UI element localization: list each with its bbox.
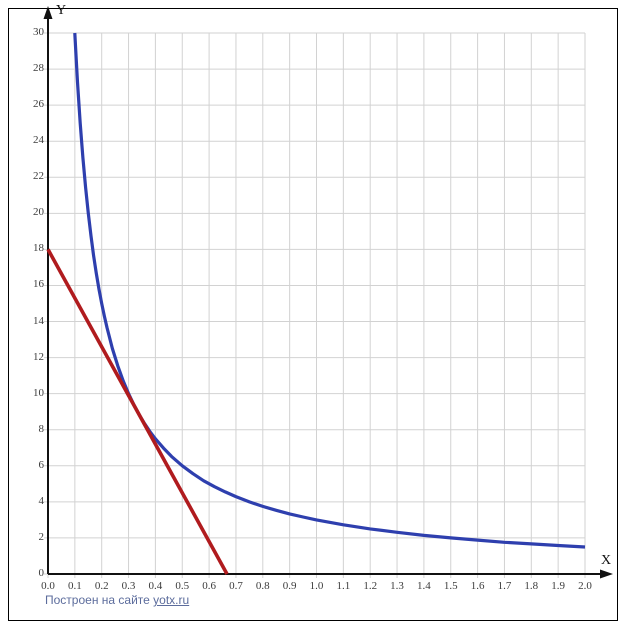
x-tick-label: 0.7 [229, 580, 243, 592]
y-axis-label: Y [56, 3, 67, 18]
y-tick-label: 18 [33, 242, 44, 255]
series-curve-hyperbola [73, 32, 586, 549]
x-tick-label: 0.3 [121, 580, 136, 592]
x-tick-label: 0.0 [41, 580, 55, 592]
x-tick-label: 1.6 [470, 580, 485, 592]
x-tick-label: 0.2 [94, 580, 109, 592]
yotx-link[interactable]: yotx.ru [153, 593, 190, 607]
x-tick-label: 1.4 [417, 580, 431, 592]
x-tick-label: 1.0 [309, 580, 324, 592]
x-tick-label: 1.9 [551, 580, 566, 592]
x-tick-label: 1.2 [363, 580, 378, 592]
x-tick-label: 1.1 [336, 580, 351, 592]
y-tick-label: 10 [33, 386, 44, 399]
footer-credit: Построен на сайте yotx.ru [45, 593, 189, 607]
footer-credit-text: Построен на сайте [45, 593, 154, 607]
x-tick-label: 0.1 [67, 580, 82, 592]
x-tick-label: 0.6 [202, 580, 216, 592]
y-tick-label: 4 [38, 494, 45, 507]
series-curve-tangent-line [46, 248, 229, 575]
x-tick-label: 2.0 [578, 580, 592, 592]
x-tick-label: 0.5 [175, 580, 190, 592]
x-tick-label: 1.8 [524, 580, 539, 592]
y-tick-label: 16 [33, 278, 44, 291]
y-tick-label: 30 [33, 26, 44, 38]
y-tick-label: 28 [33, 62, 44, 75]
y-tick-label: 22 [33, 170, 44, 183]
x-tick-label: 1.7 [497, 580, 512, 592]
x-axis-label: X [601, 553, 612, 568]
x-tick-label: 0.4 [148, 580, 163, 592]
x-tick-label: 0.9 [282, 580, 297, 592]
y-tick-label: 0 [38, 567, 45, 579]
y-tick-label: 12 [33, 350, 44, 363]
x-tick-label: 1.5 [443, 580, 458, 592]
x-tick-label: 1.3 [390, 580, 404, 592]
y-tick-label: 14 [33, 314, 44, 327]
y-axis-arrowhead [43, 6, 53, 19]
y-tick-label: 2 [38, 530, 45, 543]
x-axis-arrowhead [600, 569, 613, 579]
y-tick-label: 20 [33, 206, 44, 219]
y-tick-label: 6 [38, 458, 45, 471]
y-tick-label: 26 [33, 98, 44, 111]
outer-frame [8, 8, 618, 621]
y-tick-label: 24 [33, 134, 44, 147]
x-tick-label: 0.8 [255, 580, 270, 592]
y-tick-label: 8 [38, 422, 45, 435]
